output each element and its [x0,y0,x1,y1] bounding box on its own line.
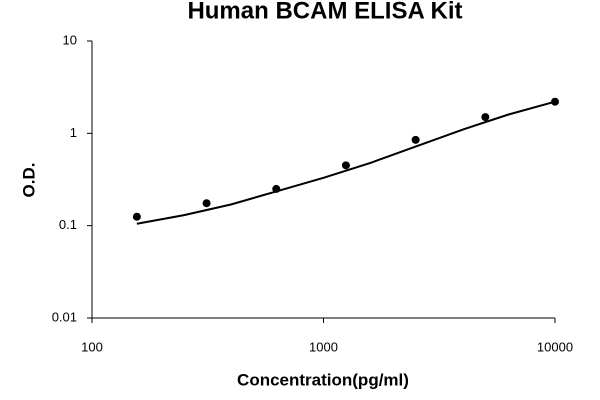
data-point [481,113,490,122]
x-tick-label: 100 [81,339,103,354]
x-axis-label: Concentration(pg/ml) [237,370,409,389]
chart-title: Human BCAM ELISA Kit [187,0,462,24]
data-point [202,199,211,208]
y-tick-label: 1 [70,125,77,140]
y-tick-label: 0.01 [52,309,77,324]
data-point [551,97,559,106]
y-tick-label: 0.1 [59,217,77,232]
data-point [411,135,420,144]
data-point [341,161,350,170]
y-tick-label: 10 [63,32,77,47]
x-tick-label: 1000 [309,339,338,354]
x-tick-label: 10000 [537,339,573,354]
data-point [132,212,141,221]
fit-curve [136,100,556,225]
y-axis-label: O.D. [19,163,38,198]
